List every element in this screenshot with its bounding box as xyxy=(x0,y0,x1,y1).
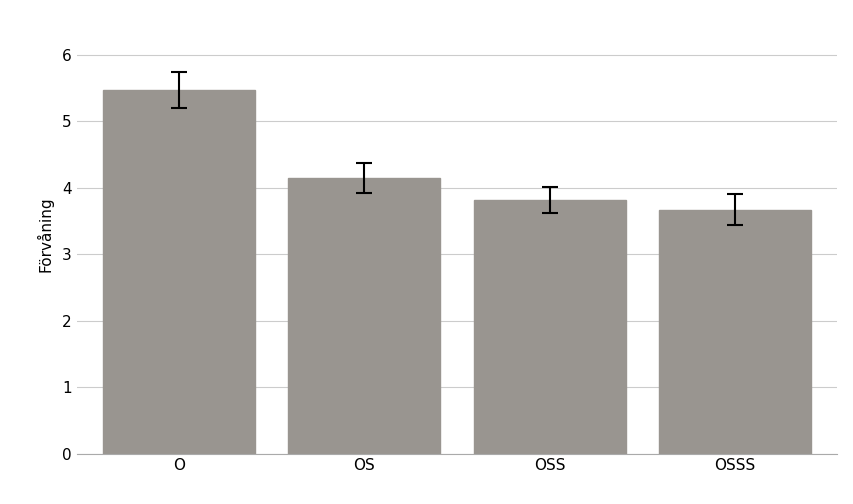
Y-axis label: Förvåning: Förvåning xyxy=(37,197,54,272)
Bar xyxy=(287,178,439,454)
Bar xyxy=(659,210,810,454)
Bar xyxy=(473,200,625,454)
Bar xyxy=(102,90,254,454)
